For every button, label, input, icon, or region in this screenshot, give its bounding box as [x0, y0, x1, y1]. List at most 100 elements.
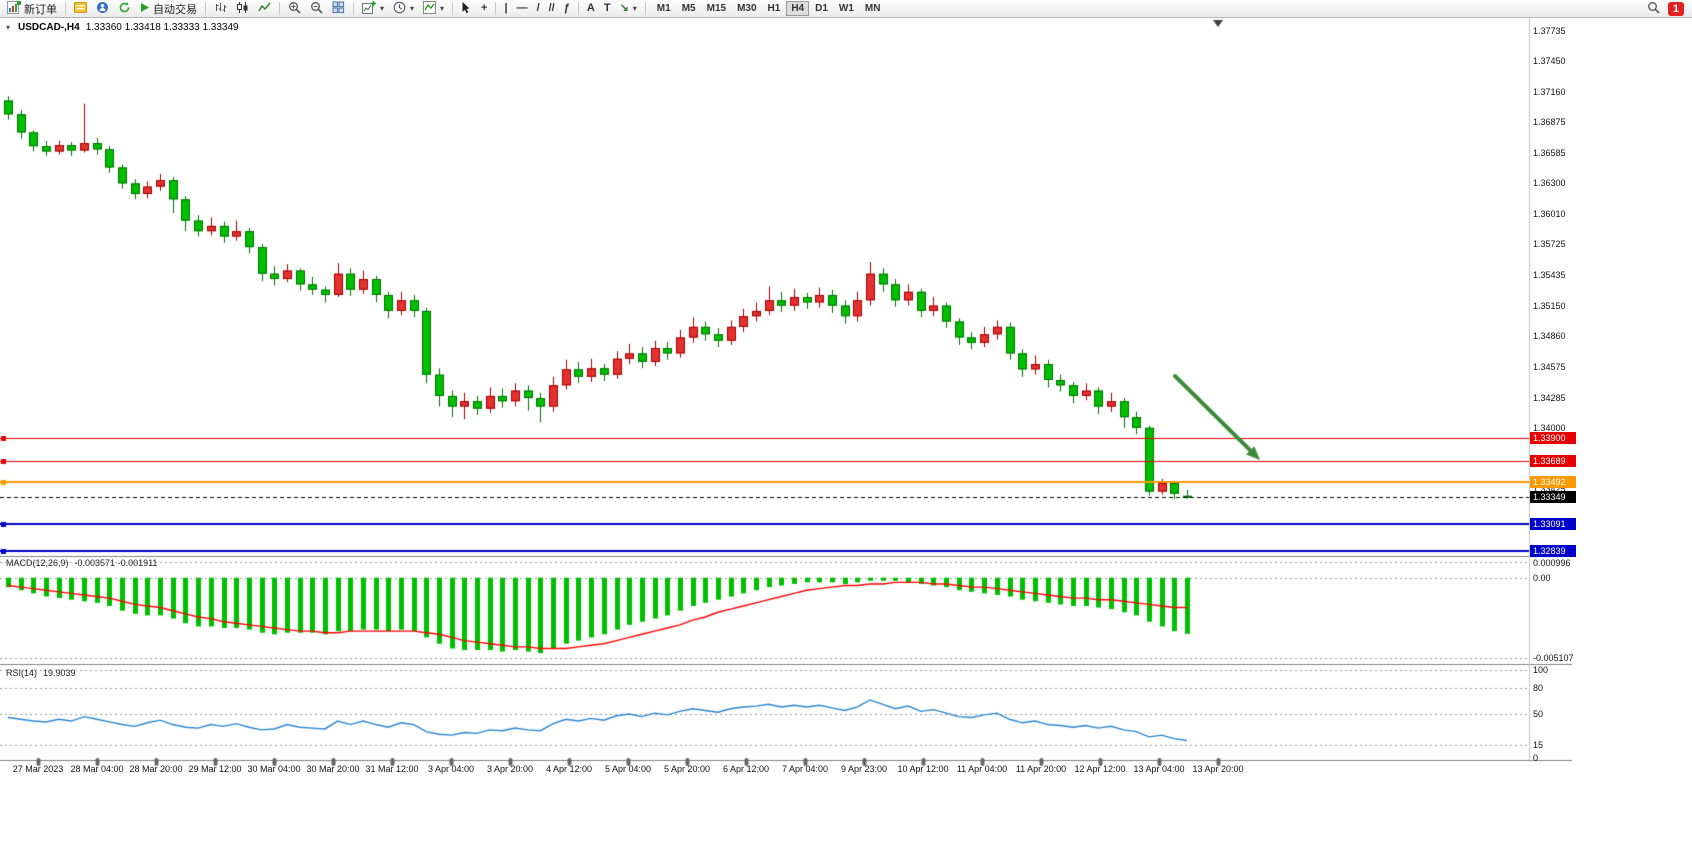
channel-button[interactable]: //	[545, 1, 559, 17]
ohlc-values: 1.33360 1.33418 1.33333 1.33349	[85, 22, 239, 33]
period-button[interactable]: ▾	[389, 1, 418, 17]
text-icon: A	[586, 2, 595, 14]
price-tick: 1.37160	[1533, 87, 1566, 97]
date-label: 13 Apr 20:00	[1192, 764, 1244, 774]
price-tick: 1.34860	[1533, 331, 1566, 341]
zoom-in-icon	[288, 1, 301, 17]
new-order-icon	[7, 0, 21, 17]
date-label: 12 Apr 12:00	[1074, 764, 1126, 774]
price-line-badge[interactable]: 1.32839	[1530, 545, 1576, 557]
timeframe-button-mn[interactable]: MN	[860, 1, 886, 16]
new-order-label: 新订单	[24, 3, 57, 16]
line-chart-button[interactable]	[254, 1, 275, 17]
indicators-button[interactable]: ▾	[419, 0, 448, 17]
price-chart-canvas[interactable]	[0, 18, 1572, 808]
price-tick: 1.33425	[1533, 484, 1566, 494]
line-chart-icon	[258, 1, 271, 17]
trendline-button[interactable]: /	[533, 1, 544, 17]
price-line-badge[interactable]: 1.33689	[1530, 455, 1576, 467]
date-label: 13 Apr 04:00	[1133, 764, 1185, 774]
chart-window: ▾ USDCAD-,H4 1.33360 1.33418 1.33333 1.3…	[0, 18, 1576, 808]
fibonacci-button[interactable]: ƒ	[560, 1, 574, 17]
timeframe-button-h1[interactable]: H1	[763, 1, 786, 16]
bar-chart-button[interactable]	[210, 1, 231, 17]
timeframe-button-m1[interactable]: M1	[652, 1, 676, 16]
date-label: 7 Apr 04:00	[781, 764, 829, 774]
macd-axis-label: 0.000996	[1533, 558, 1571, 568]
timeframe-button-h4[interactable]: H4	[786, 1, 810, 16]
date-label: 3 Apr 04:00	[427, 764, 475, 774]
macd-name: MACD(12,26,9)	[6, 558, 69, 568]
autotrading-button[interactable]: 自动交易	[136, 1, 201, 17]
price-tick: 1.35150	[1533, 301, 1566, 311]
new-chart-button[interactable]: ▾	[358, 0, 388, 17]
price-line-badge[interactable]: 1.33091	[1530, 518, 1576, 530]
date-label: 10 Apr 12:00	[897, 764, 949, 774]
arrow-tool-button[interactable]: ↘ ▾	[616, 1, 641, 17]
timeframe-button-m15[interactable]: M15	[702, 1, 731, 16]
toolbar-separator	[452, 2, 454, 15]
toolbar-separator	[65, 2, 66, 15]
price-tick: 1.36585	[1533, 148, 1566, 158]
crosshair-button[interactable]: +	[477, 1, 491, 17]
tile-windows-icon	[332, 1, 345, 17]
macd-axis-label: -0.005107	[1533, 653, 1574, 663]
rsi-value: 19.9039	[43, 668, 76, 678]
vertical-line-button[interactable]: |	[500, 1, 511, 17]
rsi-axis-label: 0	[1533, 753, 1539, 763]
search-button[interactable]	[1643, 1, 1664, 17]
chevron-down-icon: ▾	[632, 4, 637, 13]
text-label-button[interactable]: T	[600, 1, 615, 17]
candlestick-chart-icon	[236, 1, 249, 17]
date-label: 5 Apr 20:00	[663, 764, 711, 774]
timeframe-button-d1[interactable]: D1	[810, 1, 833, 16]
price-tick: 1.35725	[1533, 239, 1566, 249]
notification-badge[interactable]: 1	[1667, 1, 1684, 16]
candlestick-chart-button[interactable]	[232, 1, 253, 17]
text-label-icon: T	[603, 2, 611, 14]
cursor-button[interactable]	[457, 1, 476, 17]
toolbar-separator	[644, 2, 646, 15]
macd-indicator-label: MACD(12,26,9) -0.003571 -0.001911	[6, 558, 157, 568]
date-label: 31 Mar 12:00	[365, 764, 419, 774]
price-tick: 1.36875	[1533, 117, 1566, 127]
date-label: 28 Mar 04:00	[70, 764, 124, 774]
zoom-out-icon	[310, 1, 323, 17]
autotrading-label: 自动交易	[153, 3, 197, 16]
price-tick: 1.34000	[1533, 423, 1566, 433]
date-label: 5 Apr 04:00	[604, 764, 652, 774]
text-button[interactable]: A	[583, 1, 599, 17]
rsi-indicator-label: RSI(14) 19.9039	[6, 668, 76, 678]
chevron-down-icon: ▾	[440, 4, 445, 13]
metaeditor-button[interactable]	[70, 1, 91, 17]
chart-title: ▾ USDCAD-,H4 1.33360 1.33418 1.33333 1.3…	[6, 22, 239, 33]
price-tick: 1.35435	[1533, 270, 1566, 280]
price-tick: 1.36010	[1533, 209, 1566, 219]
fibonacci-icon: ƒ	[563, 2, 570, 14]
toolbar-separator	[205, 2, 206, 15]
date-label: 27 Mar 2023	[12, 764, 64, 774]
zoom-in-button[interactable]	[284, 1, 305, 17]
macd-values: -0.003571 -0.001911	[74, 558, 158, 568]
date-label: 11 Apr 04:00	[956, 764, 1008, 774]
refresh-icon	[118, 1, 131, 17]
timeframe-button-w1[interactable]: W1	[834, 1, 859, 16]
macd-axis-label: 0.00	[1533, 573, 1551, 583]
price-line-badge[interactable]: 1.33900	[1530, 432, 1576, 444]
zoom-out-button[interactable]	[306, 1, 327, 17]
date-label: 29 Mar 12:00	[188, 764, 242, 774]
chevron-down-icon: ▾	[380, 4, 385, 13]
timeframe-button-m5[interactable]: M5	[677, 1, 701, 16]
new-order-button[interactable]: 新订单	[3, 0, 61, 17]
date-label: 28 Mar 20:00	[129, 764, 183, 774]
timeframe-button-m30[interactable]: M30	[732, 1, 761, 16]
date-label: 4 Apr 12:00	[545, 764, 593, 774]
horizontal-line-button[interactable]: —	[513, 1, 532, 17]
price-line-badge[interactable]: 1.33492	[1530, 476, 1576, 488]
tile-windows-button[interactable]	[328, 1, 349, 17]
toolbar-separator	[495, 2, 497, 15]
refresh-button[interactable]	[114, 1, 135, 17]
price-tick: 1.37450	[1533, 56, 1566, 66]
collapse-chart-icon[interactable]: ▾	[6, 23, 11, 32]
community-button[interactable]	[92, 1, 113, 17]
